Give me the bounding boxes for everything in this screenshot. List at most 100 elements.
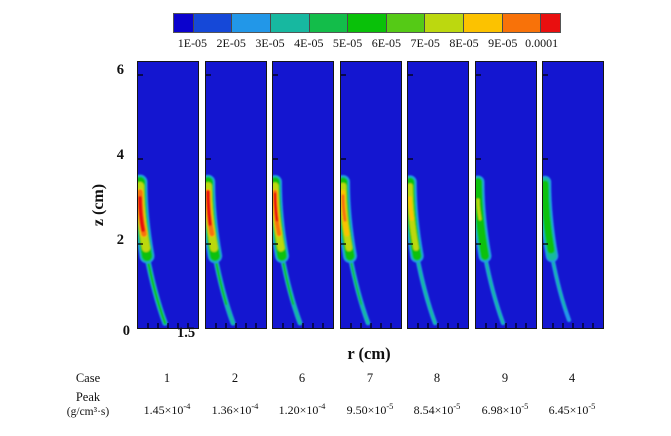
peak-exponent: -4 [318,401,326,411]
peak-value: 6.45×10-5 [539,401,605,418]
peak-mantissa: 1.45×10 [143,403,184,417]
plume [341,175,371,326]
colorbar-tick-label: 3E-05 [255,36,285,50]
case-number: 4 [568,371,576,385]
contour-plot [341,62,401,328]
colorbar-segment [308,14,348,32]
case-number: 1 [163,371,171,385]
colorbar-segment [174,14,193,32]
peak-mantissa: 1.20×10 [278,403,319,417]
contour-layer [273,192,279,222]
peak-exponent: -5 [521,401,529,411]
peak-value: 6.98×10-5 [472,401,538,418]
peak-mantissa: 6.45×10 [548,403,589,417]
contour-layer [341,194,347,222]
colorbar-segment [501,14,541,32]
colorbar-segment [269,14,309,32]
colorbar-segment [424,14,463,32]
case-row-label: Case [75,371,101,385]
colorbar-segment [192,14,232,32]
contour-plot [273,62,333,328]
plume [476,175,506,326]
panel-background [543,62,603,328]
colorbar-tick-labels: 1E-05 2E-05 3E-05 4E-05 5E-05 6E-05 7E-0… [173,36,561,51]
contour-layer [138,195,146,233]
axis-ticks [543,74,594,328]
peak-value: 1.45×10-4 [134,401,200,418]
contour-layer [408,196,414,221]
contour-plot [206,62,266,328]
peak-exponent: -4 [251,401,259,411]
plume [273,175,303,326]
contour-layer [476,198,482,221]
peak-value: 9.50×10-5 [337,401,403,418]
panel-background [408,62,468,328]
x-axis-title: r (cm) [347,344,391,363]
contour-layer [483,254,505,325]
axis-ticks [476,74,527,328]
panel-background [206,62,266,328]
peak-value: 1.20×10-4 [269,401,335,418]
colorbar-segment [385,14,425,32]
axis-ticks [206,74,257,328]
contour-panel-case-2 [205,61,267,329]
colorbar-segment [347,14,386,32]
peak-mantissa: 6.98×10 [481,403,522,417]
contour-plot [408,62,468,328]
case-number: 7 [366,371,374,385]
peak-mantissa: 9.50×10 [346,403,387,417]
contour-plot [476,62,536,328]
y-axis-tick-label: 6 [116,62,124,78]
peak-row-label: Peak (g/cm³·s) [54,390,122,420]
colorbar-tick-label: 0.0001 [525,36,559,50]
axis-ticks [138,74,189,328]
contour-layer [415,254,437,325]
colorbar-segment [462,14,502,32]
y-axis-tick-label: 2 [116,232,124,248]
plume [408,175,438,326]
colorbar-tick-label: 1E-05 [177,36,208,50]
case-number: 8 [433,371,441,385]
colorbar-segment [231,14,270,32]
panel-background [341,62,401,328]
contour-panel-case-1 [137,61,199,329]
case-number: 6 [298,371,306,385]
plume [138,174,168,326]
colorbar-tick-label: 9E-05 [488,36,518,50]
y-axis-title: z (cm) [90,183,107,227]
axis-ticks [341,74,392,328]
contour-panel-case-8 [407,61,469,329]
contour-layer [543,180,555,254]
axis-ticks [273,74,324,328]
colorbar-tick-label: 7E-05 [410,36,440,50]
peak-value: 8.54×10-5 [404,401,470,418]
colorbar-tick-label: 4E-05 [294,36,324,50]
peak-unit: (g/cm³·s) [66,406,110,418]
peak-value: 1.36×10-4 [202,401,268,418]
origin-tick-label: 0 [122,323,130,339]
colorbar-segment [540,14,560,32]
peak-exponent: -5 [453,401,461,411]
peak-exponent: -5 [386,401,394,411]
case-number: 9 [501,371,509,385]
colorbar-tick-label: 5E-05 [332,36,363,50]
contour-plot [543,62,603,328]
contour-panel-case-4 [542,61,604,329]
peak-exponent: -5 [588,401,596,411]
colorbar-tick-label: 8E-05 [449,36,479,50]
contour-panel-case-6 [272,61,334,329]
plume [543,175,572,323]
colorbar-tick-label: 2E-05 [216,36,246,50]
peak-mantissa: 8.54×10 [413,403,454,417]
case-number: 2 [231,371,239,385]
plume [206,174,236,326]
panel-background [138,62,198,328]
contour-panel-case-7 [340,61,402,329]
y-axis-tick-label: 4 [116,147,124,163]
contour-plot [138,62,198,328]
x-axis-tick-label: 1.5 [176,325,196,341]
colorbar-tick-label: 6E-05 [371,36,402,50]
contour-panel-case-9 [475,61,537,329]
panel-background [476,62,536,328]
